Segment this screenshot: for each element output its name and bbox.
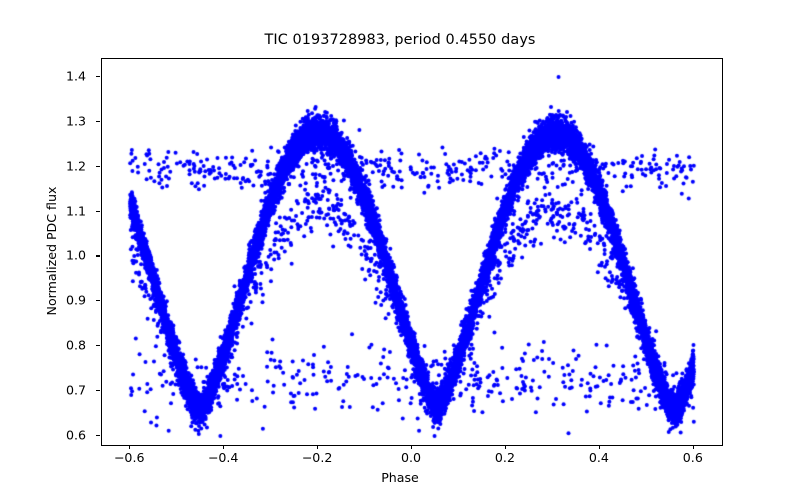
y-tick-mark	[96, 390, 100, 392]
x-tick-label: −0.6	[113, 450, 145, 465]
x-tick-label: 0.4	[588, 450, 609, 465]
x-tick-mark	[317, 445, 319, 449]
y-tick-label: 1.2	[65, 158, 86, 174]
x-tick-label: 0.6	[682, 450, 703, 465]
y-tick-label: 0.6	[65, 427, 86, 443]
y-tick-mark	[96, 435, 100, 437]
x-tick-mark	[692, 445, 694, 449]
y-tick-label: 1.4	[65, 68, 86, 84]
x-tick-label: −0.4	[207, 450, 239, 465]
y-tick-label: 0.8	[65, 337, 86, 353]
x-tick-label: 0.0	[400, 450, 422, 465]
y-tick-label: 0.7	[65, 382, 86, 398]
page-title: TIC 0193728983, period 0.4550 days	[264, 32, 536, 48]
y-tick-mark	[96, 210, 100, 212]
y-tick-mark	[96, 75, 100, 77]
y-tick-mark	[96, 300, 100, 302]
x-tick-mark	[598, 445, 600, 449]
y-tick-label: 1.0	[65, 247, 86, 263]
y-tick-mark	[96, 120, 100, 122]
y-tick-mark	[96, 255, 100, 257]
x-tick-mark	[223, 445, 225, 449]
x-axis-label: Phase	[381, 470, 419, 485]
x-tick-label: −0.2	[301, 450, 333, 465]
x-tick-mark	[411, 445, 413, 449]
scatter-plot-canvas	[102, 59, 722, 445]
y-axis-label: Normalized PDC flux	[44, 186, 59, 316]
y-tick-label: 1.1	[65, 203, 86, 219]
y-tick-mark	[96, 165, 100, 167]
y-tick-label: 1.3	[65, 113, 86, 129]
y-tick-mark	[96, 345, 100, 347]
x-tick-label: 0.2	[494, 450, 515, 465]
plot-axes	[101, 58, 723, 446]
x-tick-mark	[129, 445, 131, 449]
y-tick-label: 0.9	[65, 292, 86, 308]
x-tick-mark	[504, 445, 506, 449]
